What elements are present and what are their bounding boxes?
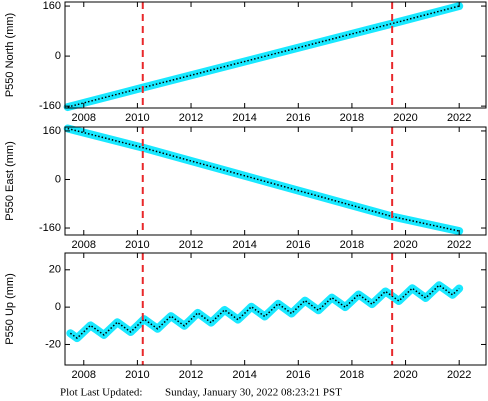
- model-line: [67, 5, 460, 108]
- plot-frame: [64, 126, 487, 236]
- footer-label: Plot Last Updated:: [60, 387, 143, 399]
- x-tick-label: 2022: [447, 112, 471, 124]
- footer-time: Sunday, January 30, 2022 08:23:21 PST: [165, 387, 342, 399]
- x-tick-label: 2008: [72, 369, 96, 381]
- model-line: [69, 284, 460, 340]
- y-tick-label: 0: [55, 173, 61, 185]
- x-tick-label: 2016: [286, 369, 310, 381]
- y-tick-label: -20: [45, 338, 61, 350]
- x-tick-label: 2014: [232, 369, 256, 381]
- x-tick-label: 2018: [340, 239, 364, 251]
- x-tick-label: 2020: [393, 369, 417, 381]
- plot-frame: [64, 1, 487, 109]
- model-line: [67, 127, 460, 232]
- y-axis-title: P550 Up (mm): [4, 273, 16, 345]
- y-axis-title: P550 East (mm): [4, 141, 16, 220]
- y-tick-label: 0: [55, 301, 61, 313]
- y-tick-label: -160: [39, 100, 61, 112]
- x-tick-label: 2008: [72, 239, 96, 251]
- x-tick-label: 2018: [340, 369, 364, 381]
- x-tick-label: 2018: [340, 112, 364, 124]
- x-tick-label: 2020: [393, 239, 417, 251]
- x-tick-label: 2008: [72, 112, 96, 124]
- x-tick-label: 2010: [125, 239, 149, 251]
- y-tick-label: 160: [43, 125, 61, 137]
- x-tick-label: 2010: [125, 112, 149, 124]
- x-tick-label: 2016: [286, 112, 310, 124]
- data-band: [66, 281, 464, 343]
- y-axis-title: P550 North (mm): [4, 13, 16, 97]
- plot-frame: [64, 252, 487, 366]
- y-tick-label: 20: [49, 264, 61, 276]
- x-tick-label: 2020: [393, 112, 417, 124]
- x-tick-label: 2012: [179, 112, 203, 124]
- x-tick-label: 2022: [447, 239, 471, 251]
- x-tick-label: 2014: [232, 112, 256, 124]
- y-tick-label: 160: [43, 0, 61, 12]
- x-tick-label: 2014: [232, 239, 256, 251]
- x-tick-label: 2012: [179, 239, 203, 251]
- x-tick-label: 2012: [179, 369, 203, 381]
- y-tick-label: -160: [39, 222, 61, 234]
- x-tick-label: 2010: [125, 369, 149, 381]
- x-tick-label: 2016: [286, 239, 310, 251]
- y-tick-label: 0: [55, 50, 61, 62]
- x-tick-label: 2022: [447, 369, 471, 381]
